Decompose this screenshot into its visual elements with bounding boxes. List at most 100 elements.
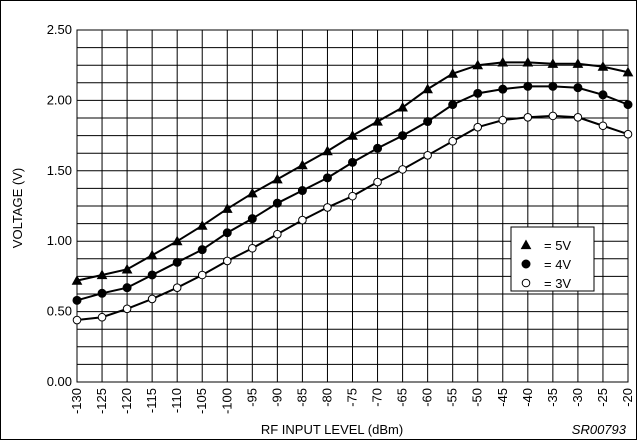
data-point-series-3 xyxy=(122,304,132,314)
data-point-series-3 xyxy=(273,229,282,239)
data-point-series-2 xyxy=(247,214,257,224)
x-tick-label: -60 xyxy=(420,388,435,407)
data-point-series-2 xyxy=(623,100,633,110)
data-point-series-3 xyxy=(448,136,457,146)
x-axis-title: RF INPUT LEVEL (dBm) xyxy=(261,422,403,437)
data-point-series-3 xyxy=(373,177,382,187)
data-point-series-1 xyxy=(71,275,83,285)
data-point-series-2 xyxy=(222,228,232,238)
data-point-series-1 xyxy=(196,220,208,230)
data-point-series-1 xyxy=(597,61,609,71)
data-point-series-3 xyxy=(222,256,232,266)
x-tick-label: -125 xyxy=(94,388,109,414)
data-point-series-2 xyxy=(548,81,558,91)
data-point-series-2 xyxy=(97,288,107,298)
x-tick-label: -120 xyxy=(119,388,134,414)
data-point-series-2 xyxy=(598,90,608,100)
data-point-series-2 xyxy=(448,100,458,110)
data-point-series-3 xyxy=(197,270,207,280)
data-point-series-3 xyxy=(523,112,533,122)
data-point-series-1 xyxy=(622,66,634,77)
data-point-series-3 xyxy=(598,121,608,131)
x-tick-label: -75 xyxy=(345,388,360,407)
data-point-series-3 xyxy=(473,122,483,132)
y-axis-title: VOLTAGE (V) xyxy=(10,168,25,248)
y-tick-label: 0.50 xyxy=(47,304,72,319)
x-tick-label: -35 xyxy=(545,388,560,407)
data-point-series-2 xyxy=(197,245,207,255)
data-point-series-3 xyxy=(248,243,257,253)
data-point-series-2 xyxy=(373,143,383,153)
data-point-series-1 xyxy=(422,83,433,94)
data-point-series-1 xyxy=(397,101,408,112)
y-tick-labels: 0.00 0.50 1.00 1.50 2.00 2.50 xyxy=(47,22,72,389)
data-point-series-2 xyxy=(498,84,508,94)
legend-label-2: = 4V xyxy=(544,257,571,272)
legend-marker-1 xyxy=(520,239,532,250)
legend-marker-3 xyxy=(521,278,531,288)
data-point-series-2 xyxy=(322,173,332,183)
legend: = 5V = 4V = 3V xyxy=(510,226,595,292)
y-tick-label: 1.00 xyxy=(47,233,72,248)
x-tick-label: -130 xyxy=(69,388,84,414)
legend-label-3: = 3V xyxy=(544,276,571,291)
x-tick-label: -95 xyxy=(244,388,259,407)
x-tick-label: -50 xyxy=(470,388,485,407)
data-point-series-3 xyxy=(623,129,633,139)
x-tick-label: -115 xyxy=(144,388,159,413)
legend-marker-2 xyxy=(521,259,531,269)
data-point-series-3 xyxy=(147,294,157,304)
data-point-series-2 xyxy=(122,283,132,293)
data-point-series-3 xyxy=(548,111,558,121)
data-point-series-3 xyxy=(423,151,432,160)
data-point-series-1 xyxy=(572,58,584,68)
data-point-series-2 xyxy=(297,186,307,196)
data-point-series-2 xyxy=(473,88,483,98)
data-point-series-3 xyxy=(398,165,407,174)
x-tick-labels: -130 -125 -120 -115 -110 -105 -100 -95 -90 -85 -80… xyxy=(69,388,635,414)
x-tick-label: -105 xyxy=(194,388,209,414)
data-point-series-3 xyxy=(172,283,182,292)
legend-label-1: = 5V xyxy=(544,238,571,253)
data-point-series-1 xyxy=(472,59,484,70)
data-point-series-1 xyxy=(297,159,308,170)
data-point-series-2 xyxy=(573,83,583,93)
data-point-series-2 xyxy=(348,157,357,167)
data-point-series-3 xyxy=(498,115,508,125)
x-tick-label: -80 xyxy=(319,388,334,407)
data-point-series-3 xyxy=(348,191,357,201)
data-point-series-3 xyxy=(72,315,82,325)
data-point-series-2 xyxy=(398,131,408,141)
x-tick-label: -40 xyxy=(520,388,535,407)
data-point-series-1 xyxy=(522,56,534,67)
x-tick-label: -85 xyxy=(294,388,309,407)
data-point-series-3 xyxy=(298,215,307,225)
data-point-series-2 xyxy=(423,117,433,127)
x-tick-label: -45 xyxy=(495,388,510,407)
data-point-series-3 xyxy=(323,203,332,212)
x-tick-label: -25 xyxy=(595,388,610,407)
data-point-series-1 xyxy=(372,115,383,126)
data-point-series-1 xyxy=(347,130,358,140)
x-tick-label: -20 xyxy=(620,388,635,407)
series-markers xyxy=(71,56,634,325)
data-point-series-3 xyxy=(97,312,107,322)
data-point-series-2 xyxy=(172,257,182,267)
data-point-series-3 xyxy=(573,112,583,122)
x-tick-label: -65 xyxy=(395,388,410,407)
data-point-series-1 xyxy=(171,235,183,246)
data-point-series-1 xyxy=(146,249,158,260)
x-tick-label: -55 xyxy=(445,388,460,407)
data-point-series-2 xyxy=(523,81,533,91)
y-tick-label: 2.00 xyxy=(47,92,72,107)
grid-lines xyxy=(76,29,629,383)
data-point-series-1 xyxy=(547,58,559,68)
x-tick-label: -30 xyxy=(570,388,585,407)
data-point-series-1 xyxy=(497,56,509,67)
data-point-series-1 xyxy=(96,269,108,280)
data-point-series-1 xyxy=(121,263,133,274)
y-tick-label: 2.50 xyxy=(47,22,72,37)
data-point-series-2 xyxy=(72,295,82,305)
y-tick-label: 0.00 xyxy=(47,374,72,389)
data-point-series-1 xyxy=(322,145,333,156)
